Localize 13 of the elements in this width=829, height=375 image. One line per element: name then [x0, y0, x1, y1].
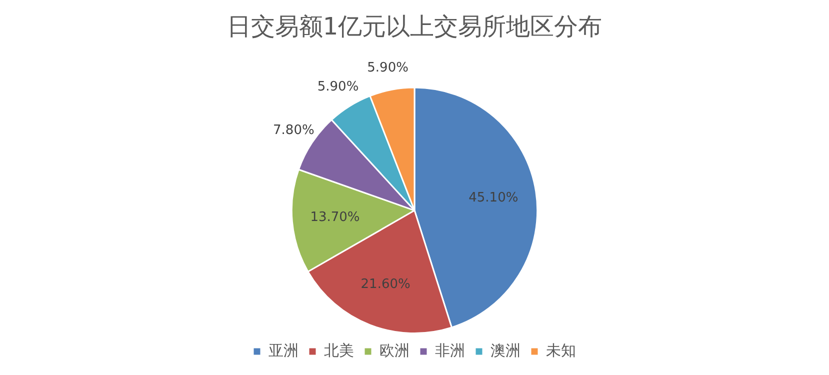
data-label: 45.10%: [468, 190, 518, 206]
data-label: 13.70%: [310, 210, 360, 226]
legend-label: 欧洲: [380, 341, 410, 360]
chart-title: 日交易额1亿元以上交易所地区分布: [226, 12, 602, 41]
data-label: 5.90%: [367, 60, 408, 76]
legend-label: 非洲: [435, 341, 465, 360]
data-label: 21.60%: [360, 277, 410, 292]
legend-label: 北美: [324, 341, 354, 360]
legend-label: 澳洲: [490, 341, 520, 360]
data-label: 7.80%: [273, 122, 314, 138]
data-label: 5.90%: [317, 80, 359, 95]
legend-label: 亚洲: [268, 341, 298, 360]
legend-label: 未知: [546, 341, 576, 360]
